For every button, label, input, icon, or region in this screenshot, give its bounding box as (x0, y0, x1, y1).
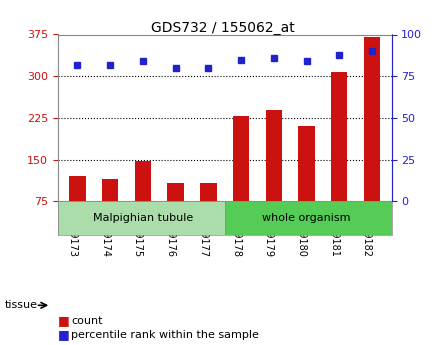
Bar (298, 126, 315, 201)
Text: whole organism: whole organism (262, 213, 351, 223)
Text: ■: ■ (58, 328, 69, 341)
Text: GDS732 / 155062_at: GDS732 / 155062_at (150, 21, 295, 35)
Text: ■: ■ (58, 314, 69, 327)
Bar (58, 201, 225, 235)
Text: percentile rank within the sample: percentile rank within the sample (71, 330, 259, 339)
Bar (233, 116, 249, 201)
Text: tissue: tissue (4, 300, 37, 310)
Bar (331, 72, 348, 201)
Bar (364, 37, 380, 201)
Bar (266, 110, 282, 201)
Bar (167, 183, 184, 201)
Text: count: count (71, 316, 103, 326)
Bar (225, 201, 392, 235)
Bar (69, 176, 85, 201)
Bar (102, 179, 118, 201)
Bar (200, 183, 217, 201)
Bar (135, 161, 151, 201)
Text: Malpighian tubule: Malpighian tubule (93, 213, 193, 223)
